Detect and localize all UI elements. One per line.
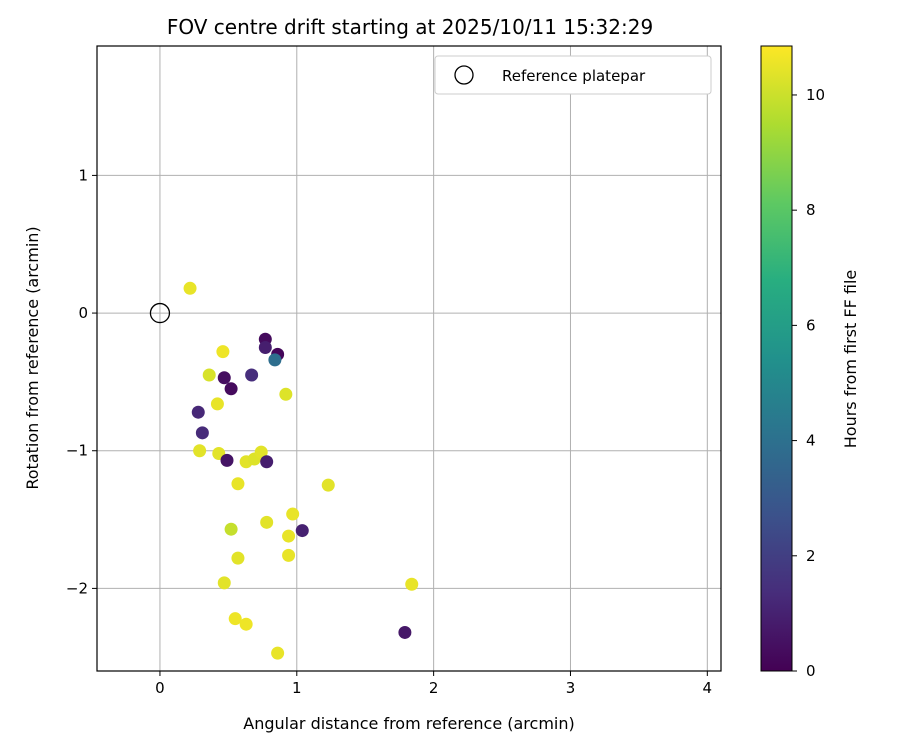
legend-label: Reference platepar (502, 67, 646, 85)
plot-frame (96, 45, 722, 672)
data-point (282, 548, 296, 562)
colorbar-ticks: 0 2 4 6 8 10 (792, 86, 825, 680)
x-tick-label: 1 (292, 679, 302, 697)
colorbar-tick-label: 4 (806, 432, 816, 450)
data-point (254, 445, 268, 459)
data-point (258, 340, 272, 354)
colorbar-tick-label: 10 (806, 86, 825, 104)
data-point (282, 529, 296, 543)
grid-lines (97, 46, 721, 671)
data-point (183, 281, 197, 295)
data-point (195, 426, 209, 440)
x-axis-ticks: 0 1 2 3 4 (155, 671, 712, 697)
data-point (231, 477, 245, 491)
data-point (405, 577, 419, 591)
data-point (217, 371, 231, 385)
colorbar-tick-label: 8 (806, 201, 816, 219)
reference-platepar-point (149, 302, 171, 324)
chart-title: FOV centre drift starting at 2025/10/11 … (167, 15, 653, 39)
data-point (224, 382, 238, 396)
y-tick-label: −1 (66, 442, 88, 460)
data-point (268, 353, 282, 367)
data-point (220, 453, 234, 467)
data-points (183, 281, 419, 660)
data-point (217, 576, 231, 590)
data-point (191, 405, 205, 419)
data-point (260, 455, 274, 469)
reference-marker (149, 302, 171, 324)
data-point (260, 515, 274, 529)
data-point (271, 646, 285, 660)
data-point (202, 368, 216, 382)
colorbar-tick-label: 6 (806, 316, 816, 334)
data-point (231, 551, 245, 565)
data-point (193, 444, 207, 458)
data-point (279, 387, 293, 401)
colorbar-tick-label: 2 (806, 547, 816, 565)
x-tick-label: 0 (155, 679, 165, 697)
x-axis-label: Angular distance from reference (arcmin) (243, 714, 574, 733)
data-point (239, 617, 253, 631)
y-axis-label: Rotation from reference (arcmin) (23, 226, 42, 489)
data-point (245, 368, 259, 382)
data-point (216, 345, 230, 359)
y-axis-ticks: 1 0 −1 −2 (66, 166, 97, 597)
legend: Reference platepar (434, 55, 712, 95)
legend-box (434, 55, 712, 95)
x-tick-label: 2 (429, 679, 439, 697)
y-tick-label: −2 (66, 579, 88, 597)
data-point (228, 612, 242, 626)
data-point (210, 397, 224, 411)
colorbar-frame (760, 45, 793, 672)
colorbar-gradient (761, 46, 792, 671)
x-tick-label: 4 (703, 679, 713, 697)
colorbar-label: Hours from first FF file (841, 270, 860, 449)
data-point (286, 507, 300, 521)
legend-marker (454, 65, 474, 85)
y-tick-label: 0 (78, 304, 88, 322)
data-point (321, 478, 335, 492)
colorbar: 0 2 4 6 8 10 Hours from first FF file (760, 45, 860, 680)
colorbar-tick-label: 0 (806, 662, 816, 680)
data-point (398, 625, 412, 639)
data-point (224, 522, 238, 536)
x-tick-label: 3 (566, 679, 576, 697)
y-tick-label: 1 (78, 166, 88, 184)
data-point (295, 524, 309, 538)
